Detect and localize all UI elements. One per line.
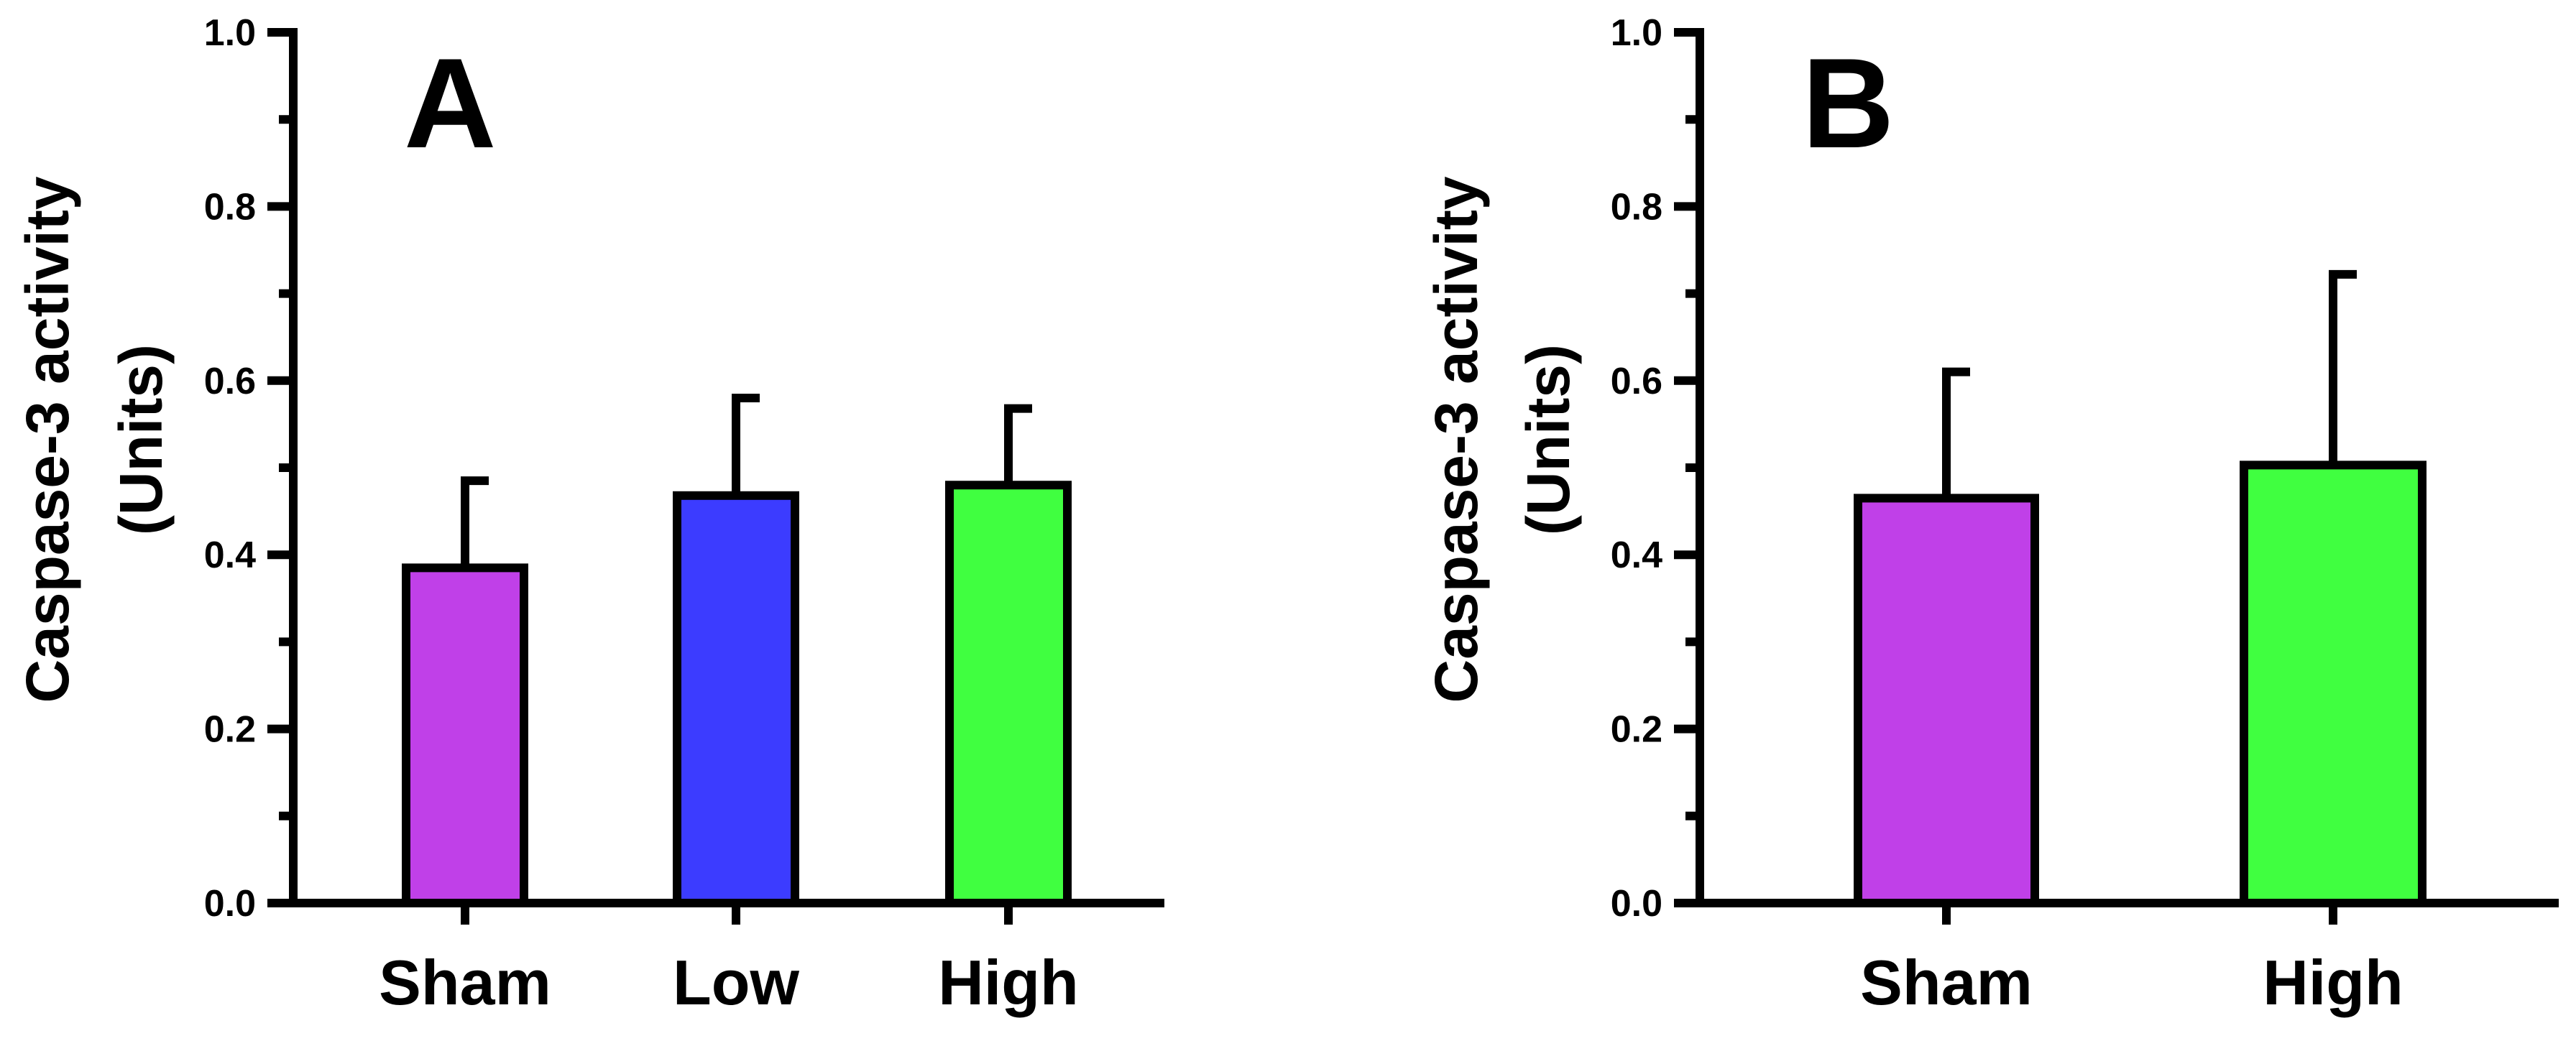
panel-b-ytick-label-0.2: 0.2 [1611, 709, 1662, 751]
panel-a-xlabel-high: High [938, 947, 1079, 1018]
panel-b-ylabel-line1: Caspase-3 activity [1422, 176, 1490, 703]
panel-a-ylabel-line1: Caspase-3 activity [14, 176, 81, 703]
panel-a-plot: Sham Low High 0.0 0.2 0.4 0.6 0.8 1.0 [204, 12, 1164, 1018]
panel-b: Caspase-3 activity (Units) B Sham High 0.0… [1422, 12, 2559, 1018]
panel-a-xlabel-low: Low [673, 947, 800, 1018]
panel-a-bar-low [673, 491, 799, 907]
panel-b-ytick-label-0.8: 0.8 [1611, 186, 1662, 228]
panel-b-ytick-label-1.0: 1.0 [1611, 12, 1662, 54]
panel-a-ytick-label-0.8: 0.8 [204, 186, 256, 228]
panel-a-ytick-label-1.0: 1.0 [204, 12, 256, 54]
panel-b-xlabel-high: High [2263, 947, 2404, 1018]
panel-a-ytick-label-0.2: 0.2 [204, 709, 256, 751]
panel-a-bar-sham [402, 563, 528, 907]
panel-b-bar-sham [1854, 494, 2039, 907]
panel-b-plot: Sham High 0.0 0.2 0.4 0.6 0.8 1.0 [1611, 12, 2559, 1018]
panel-b-xlabel-sham: Sham [1860, 947, 2033, 1018]
panel-a-ytick-label-0.4: 0.4 [204, 535, 256, 576]
panel-a-letter: A [404, 32, 497, 175]
panel-a-ytick-label-0.0: 0.0 [204, 883, 256, 925]
panel-b-letter: B [1802, 32, 1895, 175]
panel-a-xlabel-sham: Sham [379, 947, 551, 1018]
panel-a-ytick-label-0.6: 0.6 [204, 361, 256, 402]
panel-a: Caspase-3 activity (Units) A Sham Low High… [14, 12, 1164, 1018]
panel-a-bar-high [945, 481, 1072, 907]
panel-b-ytick-label-0.0: 0.0 [1611, 883, 1662, 925]
panel-b-bar-high [2240, 461, 2426, 907]
panel-b-ylabel-line2: (Units) [1514, 344, 1582, 535]
panel-b-ytick-label-0.6: 0.6 [1611, 361, 1662, 402]
panel-b-ytick-label-0.4: 0.4 [1611, 535, 1662, 576]
panel-a-ylabel-line2: (Units) [107, 344, 175, 535]
